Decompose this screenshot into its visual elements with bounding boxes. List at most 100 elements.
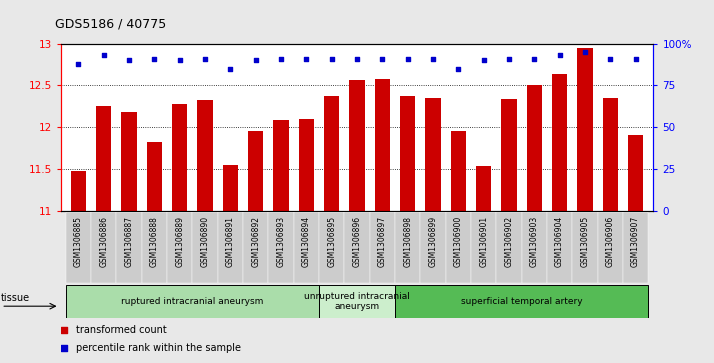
Text: transformed count: transformed count [76, 325, 166, 335]
Text: GSM1306887: GSM1306887 [124, 216, 134, 267]
Bar [623, 212, 648, 283]
Point [301, 56, 312, 61]
Point [98, 52, 109, 58]
Point [326, 56, 338, 61]
Point [230, 89, 241, 95]
Bar [71, 171, 86, 211]
Text: GSM1306902: GSM1306902 [505, 216, 513, 267]
Text: superficial temporal artery: superficial temporal artery [461, 297, 583, 306]
Point [605, 56, 616, 61]
Bar [147, 142, 162, 211]
Point [554, 52, 565, 58]
Bar [172, 104, 187, 211]
Text: GSM1306906: GSM1306906 [605, 216, 615, 267]
Bar [552, 74, 567, 211]
Bar [628, 135, 643, 211]
Bar [603, 98, 618, 211]
Bar [319, 212, 344, 283]
Bar [522, 212, 547, 283]
Bar [578, 48, 593, 211]
Bar [324, 96, 339, 211]
Point [503, 56, 515, 61]
Bar [96, 106, 111, 211]
Point [402, 56, 413, 61]
Bar [319, 285, 395, 318]
Bar [476, 166, 491, 211]
Point [376, 56, 388, 61]
Point [453, 66, 464, 72]
Text: percentile rank within the sample: percentile rank within the sample [76, 343, 241, 354]
Bar [116, 212, 142, 283]
Point [427, 56, 438, 61]
Bar [501, 99, 516, 211]
Text: GSM1306901: GSM1306901 [479, 216, 488, 267]
Text: GSM1306888: GSM1306888 [150, 216, 159, 267]
Bar [598, 212, 623, 283]
Bar [66, 285, 319, 318]
Text: GSM1306907: GSM1306907 [631, 216, 640, 267]
Bar [572, 212, 598, 283]
Text: GDS5186 / 40775: GDS5186 / 40775 [55, 17, 166, 30]
Text: GSM1306892: GSM1306892 [251, 216, 260, 267]
Text: GSM1306890: GSM1306890 [201, 216, 209, 267]
Bar [218, 212, 243, 283]
Text: GSM1306896: GSM1306896 [353, 216, 361, 267]
Text: GSM1306904: GSM1306904 [555, 216, 564, 267]
Bar [547, 212, 572, 283]
Bar [198, 100, 213, 211]
Text: GSM1306891: GSM1306891 [226, 216, 235, 267]
Point [630, 56, 641, 61]
Bar [451, 131, 466, 211]
Text: GSM1306898: GSM1306898 [403, 216, 412, 267]
Text: GSM1306905: GSM1306905 [580, 216, 590, 267]
Bar [400, 96, 416, 211]
Text: GSM1306889: GSM1306889 [175, 216, 184, 267]
Text: ruptured intracranial aneurysm: ruptured intracranial aneurysm [121, 297, 263, 306]
Point [250, 57, 261, 63]
Bar [273, 121, 288, 211]
Text: GSM1306903: GSM1306903 [530, 216, 539, 267]
Bar [496, 212, 522, 283]
Text: GSM1306893: GSM1306893 [276, 216, 286, 267]
Bar [395, 285, 648, 318]
Point [478, 57, 489, 63]
Bar [298, 119, 314, 211]
Text: unruptured intracranial
aneurysm: unruptured intracranial aneurysm [304, 291, 410, 311]
Bar [268, 212, 293, 283]
Point [124, 57, 135, 63]
Text: GSM1306900: GSM1306900 [454, 216, 463, 267]
Point [579, 49, 590, 55]
Bar [66, 212, 91, 283]
Bar [121, 112, 136, 211]
Point [174, 57, 186, 63]
Bar [446, 212, 471, 283]
Bar [375, 79, 390, 211]
Bar [248, 131, 263, 211]
Bar [167, 212, 192, 283]
Point [199, 56, 211, 61]
Bar [223, 164, 238, 211]
Bar [426, 98, 441, 211]
Text: tissue: tissue [1, 293, 30, 303]
Bar [395, 212, 421, 283]
Bar [344, 212, 370, 283]
Bar [421, 212, 446, 283]
Bar [349, 80, 365, 211]
Bar [527, 85, 542, 211]
Bar [370, 212, 395, 283]
Bar [192, 212, 218, 283]
Bar [293, 212, 319, 283]
Point [351, 56, 363, 61]
Text: GSM1306897: GSM1306897 [378, 216, 387, 267]
Text: GSM1306885: GSM1306885 [74, 216, 83, 267]
Text: GSM1306886: GSM1306886 [99, 216, 109, 267]
Point [73, 61, 84, 66]
Point [149, 56, 160, 61]
Point [528, 56, 540, 61]
Bar [142, 212, 167, 283]
Bar [243, 212, 268, 283]
Bar [471, 212, 496, 283]
Text: GSM1306894: GSM1306894 [302, 216, 311, 267]
Text: GSM1306895: GSM1306895 [327, 216, 336, 267]
Text: GSM1306899: GSM1306899 [428, 216, 438, 267]
